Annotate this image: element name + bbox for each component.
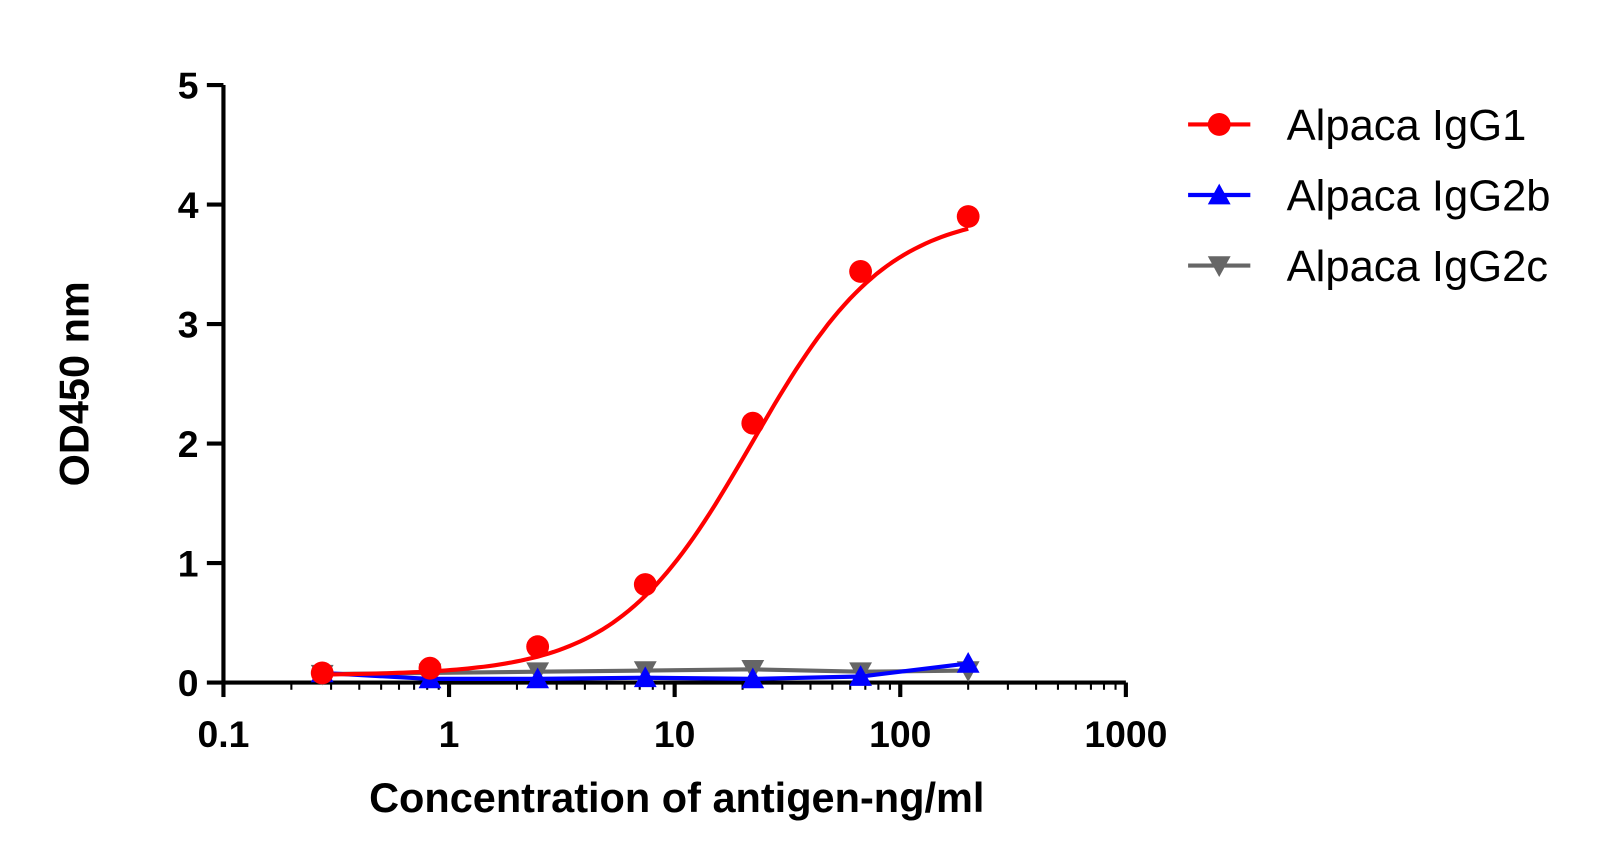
legend-label: Alpaca IgG2b <box>1287 173 1551 221</box>
legend-marker <box>1207 256 1231 277</box>
y-tick-label: 5 <box>178 65 199 107</box>
data-point <box>310 661 334 685</box>
series-alpaca-igg1 <box>310 205 980 685</box>
data-point <box>956 651 980 673</box>
x-axis-label: Concentration of antigen-ng/ml <box>369 774 984 821</box>
data-point <box>849 260 872 283</box>
y-tick-label: 0 <box>178 662 199 704</box>
x-tick-label: 10 <box>654 713 696 755</box>
y-tick-label: 2 <box>178 423 199 465</box>
y-axis-label: OD450 nm <box>51 281 98 486</box>
x-tick-label: 100 <box>869 713 931 755</box>
data-point <box>956 205 980 228</box>
y-tick-label: 4 <box>178 184 199 226</box>
data-point <box>526 635 550 659</box>
data-point <box>849 665 872 686</box>
x-tick-label: 1 <box>439 713 460 755</box>
legend-label: Alpaca IgG1 <box>1287 102 1527 150</box>
y-tick-label: 1 <box>178 543 199 585</box>
data-point <box>526 667 550 689</box>
legend-entry: Alpaca IgG2b <box>1188 173 1551 221</box>
data-point <box>633 666 657 688</box>
y-tick-label: 3 <box>178 304 199 346</box>
data-point <box>633 573 657 596</box>
data-point <box>741 411 765 435</box>
plot-area <box>310 205 980 689</box>
legend-entry: Alpaca IgG2c <box>1188 243 1548 291</box>
legend-marker <box>1207 113 1231 136</box>
x-tick-label: 0.1 <box>197 713 249 755</box>
legend: Alpaca IgG1 Alpaca IgG2b Alpaca IgG2c <box>1188 102 1551 291</box>
legend-entry: Alpaca IgG1 <box>1188 102 1526 150</box>
series-line <box>322 226 969 677</box>
axes: 0.1 1 10 100 1000 0 1 2 3 4 5 <box>178 65 1168 755</box>
x-tick-label: 1000 <box>1084 713 1167 755</box>
data-point <box>418 656 442 680</box>
legend-label: Alpaca IgG2c <box>1287 243 1548 291</box>
legend-marker <box>1207 183 1231 205</box>
data-point <box>741 667 765 689</box>
